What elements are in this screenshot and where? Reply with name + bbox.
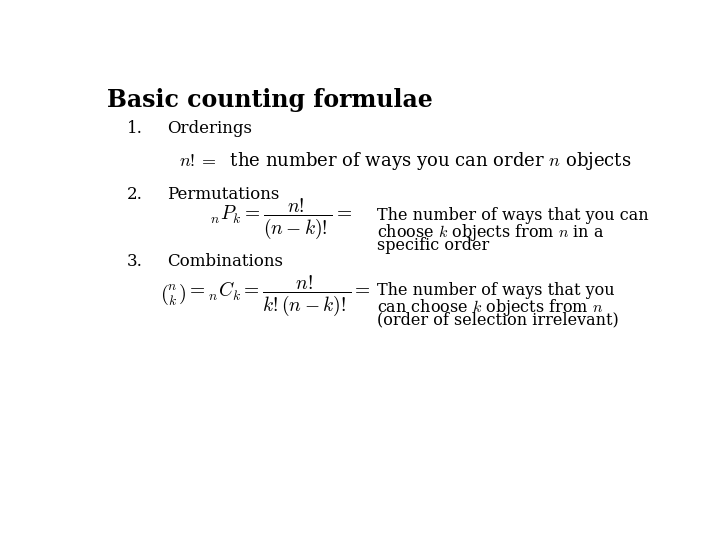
Text: Permutations: Permutations [168, 186, 280, 204]
Text: Combinations: Combinations [168, 253, 284, 271]
Text: ${}_{n}P_{k} = \dfrac{n!}{(n-k)!} = $: ${}_{n}P_{k} = \dfrac{n!}{(n-k)!} = $ [210, 197, 353, 241]
Text: specific order: specific order [377, 237, 489, 253]
Text: 1.: 1. [127, 120, 143, 137]
Text: The number of ways that you: The number of ways that you [377, 282, 614, 299]
Text: The number of ways that you can: The number of ways that you can [377, 207, 649, 224]
Text: 2.: 2. [127, 186, 143, 204]
Text: $\binom{n}{k} = {}_{n}C_{k} = \dfrac{n!}{k!(n-k)!} = $: $\binom{n}{k} = {}_{n}C_{k} = \dfrac{n!}… [160, 274, 371, 318]
Text: (order of selection irrelevant): (order of selection irrelevant) [377, 311, 618, 328]
Text: Basic counting formulae: Basic counting formulae [107, 88, 433, 112]
Text: Orderings: Orderings [168, 120, 253, 137]
Text: can choose $k$ objects from $n$: can choose $k$ objects from $n$ [377, 296, 603, 318]
Text: 3.: 3. [127, 253, 143, 271]
Text: $n! = $  the number of ways you can order $n$ objects: $n! = $ the number of ways you can order… [179, 150, 631, 172]
Text: choose $k$ objects from $n$ in a: choose $k$ objects from $n$ in a [377, 222, 604, 243]
